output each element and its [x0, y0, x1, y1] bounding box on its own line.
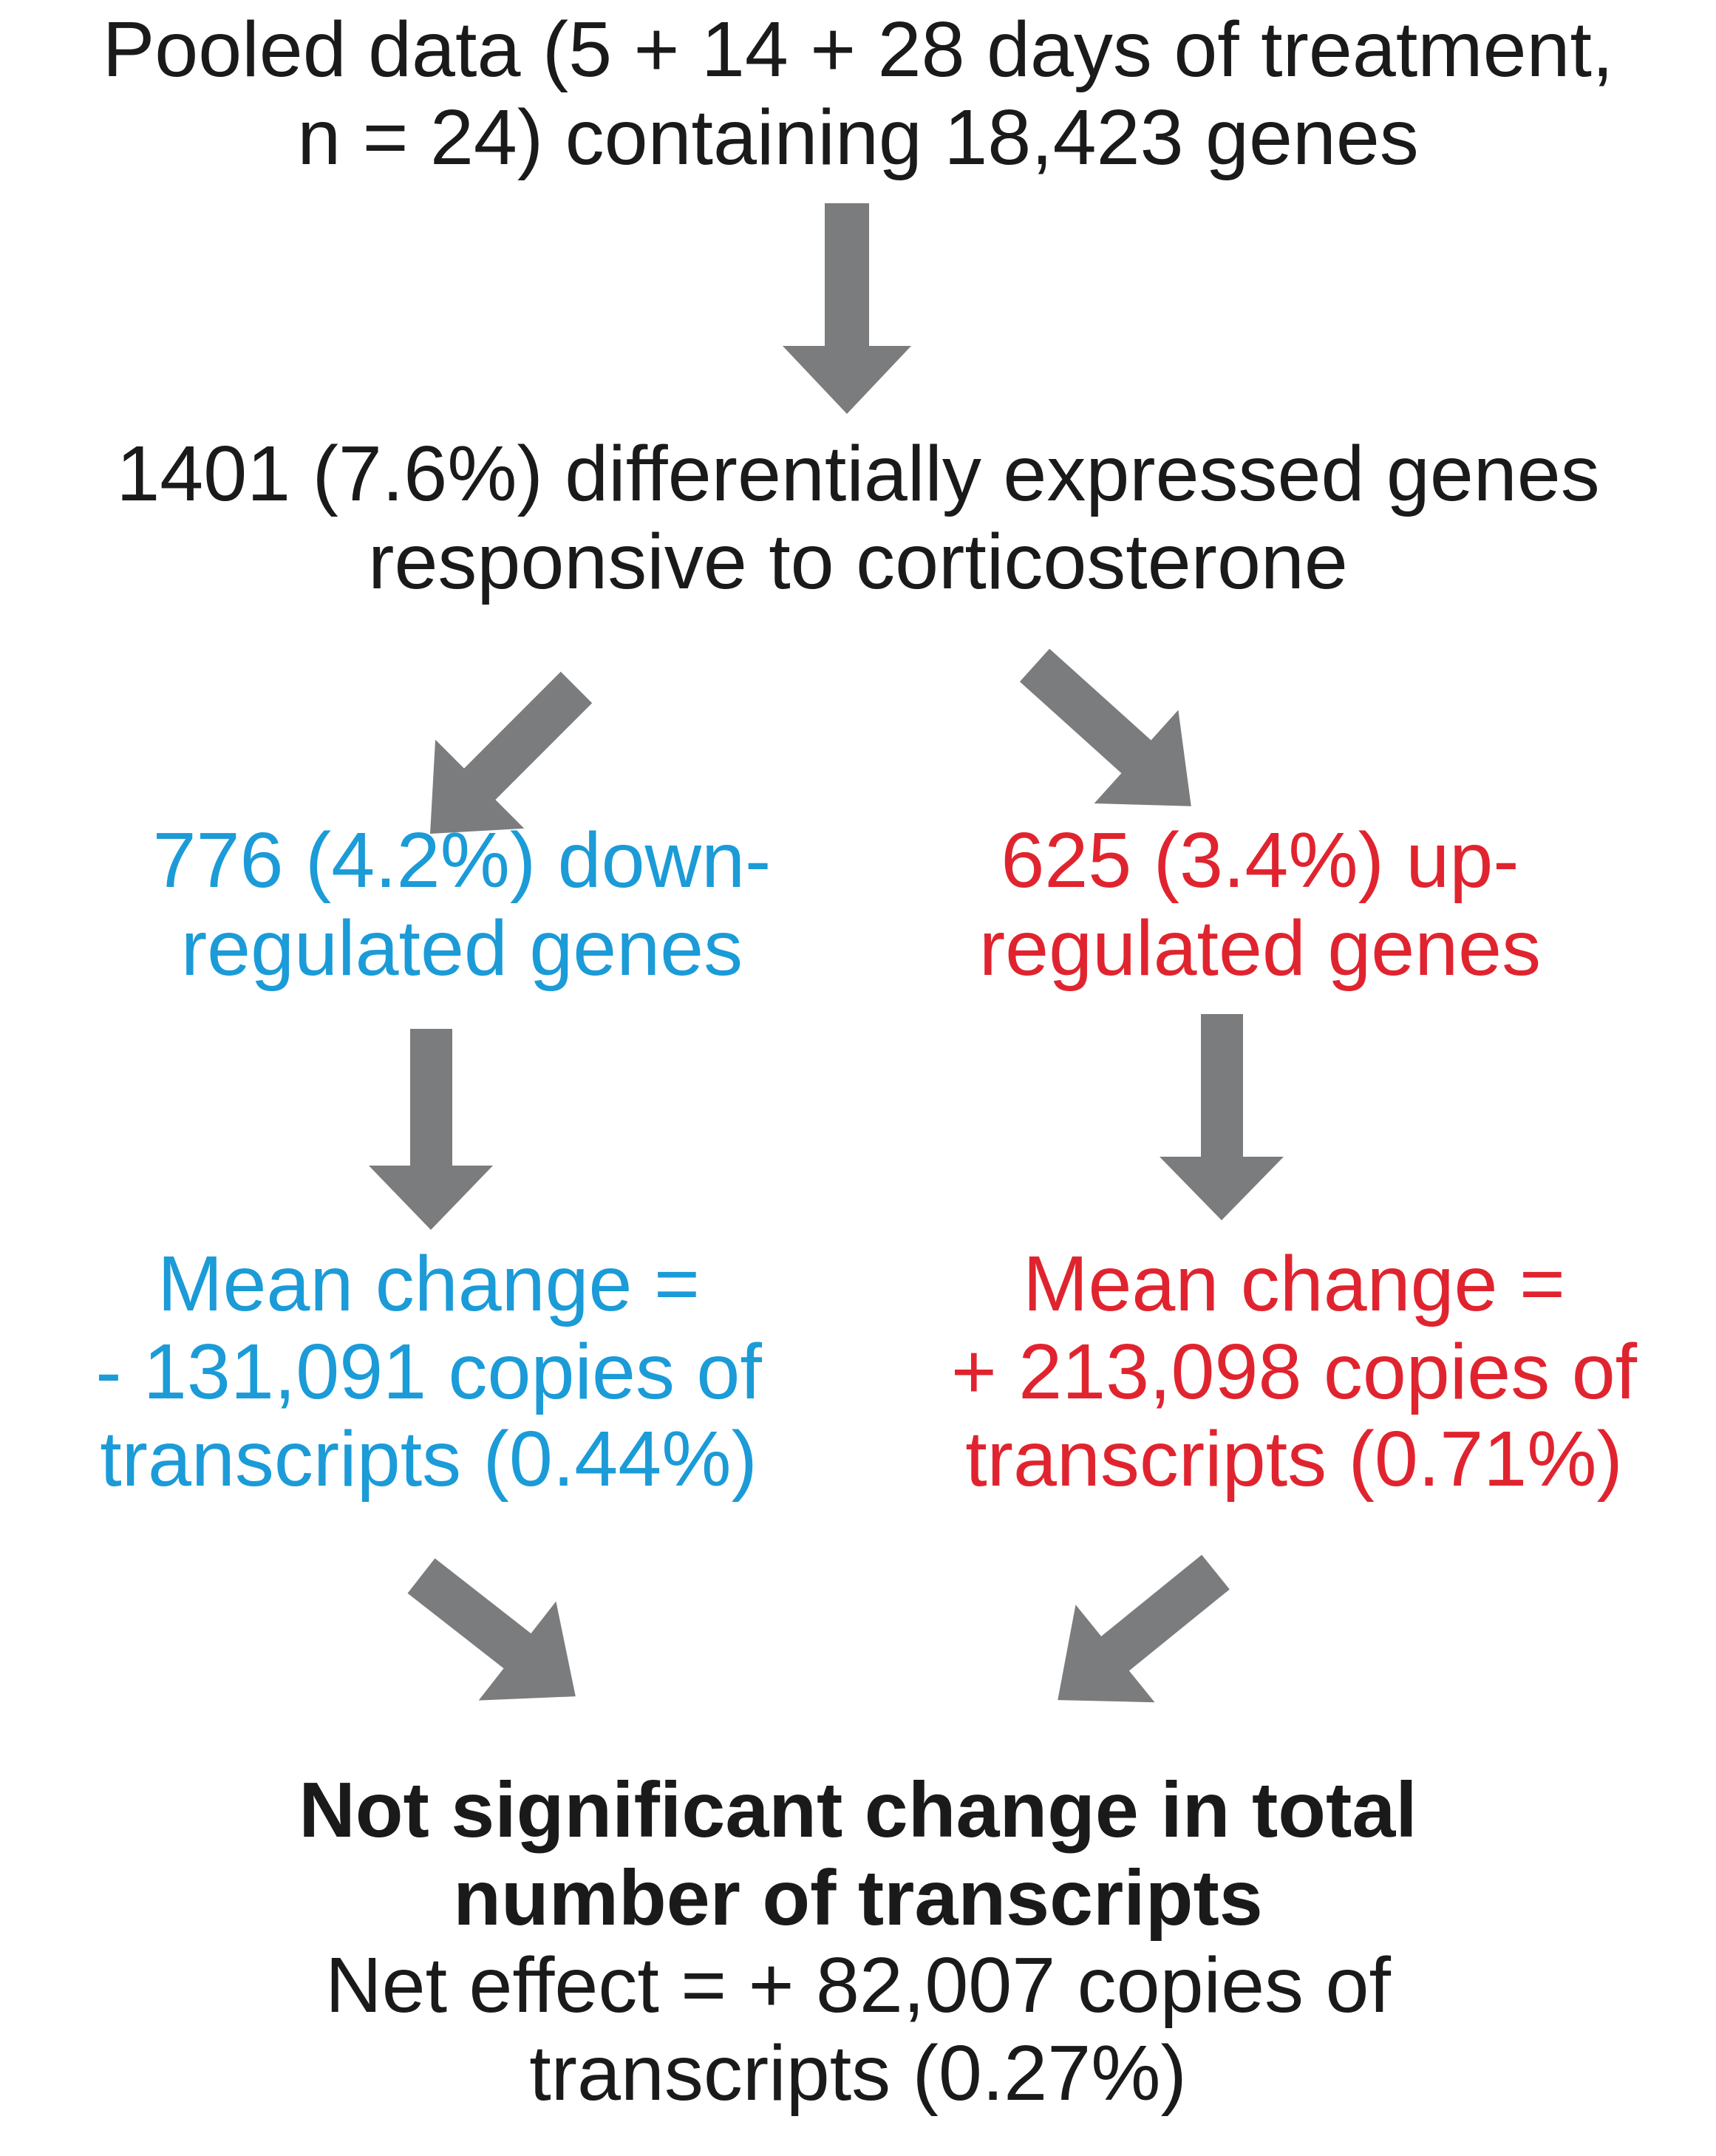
arrow-down-left [369, 1029, 493, 1230]
arrow-down-right [1160, 1014, 1284, 1220]
down-mean-line-1: Mean change = [157, 1240, 700, 1327]
differential-genes-text: 1401 (7.6%) differentially expressed gen… [0, 430, 1716, 605]
conclusion-text: Not significant change in total number o… [0, 1766, 1716, 2118]
arrow-down-top [783, 203, 911, 414]
down-line-1: 776 (4.2%) down- [152, 817, 772, 904]
pooled-data-text: Pooled data (5 + 14 + 28 days of treatme… [0, 6, 1716, 181]
up-line-2: regulated genes [978, 904, 1542, 992]
differential-line-1: 1401 (7.6%) differentially expressed gen… [116, 430, 1600, 517]
conclusion-line-2: number of transcripts [453, 1854, 1263, 1942]
down-mean-line-3: transcripts (0.44%) [100, 1415, 757, 1503]
up-mean-line-1: Mean change = [1023, 1240, 1565, 1327]
pooled-line-1: Pooled data (5 + 14 + 28 days of treatme… [102, 6, 1614, 93]
down-regulated-text: 776 (4.2%) down- regulated genes [44, 817, 879, 992]
up-mean-line-2: + 213,098 copies of [950, 1327, 1638, 1415]
up-mean-line-3: transcripts (0.71%) [965, 1415, 1623, 1503]
arrow-diagonal-left [430, 671, 593, 834]
arrow-converge-right [1058, 1554, 1230, 1703]
conclusion-line-4: transcripts (0.27%) [529, 2030, 1187, 2118]
conclusion-line-3: Net effect = + 82,007 copies of [325, 1942, 1391, 2030]
up-mean-change-text: Mean change = + 213,098 copies of transc… [872, 1240, 1716, 1503]
up-line-1: 625 (3.4%) up- [1001, 817, 1519, 904]
arrow-converge-left [407, 1558, 576, 1701]
pooled-line-2: n = 24) containing 18,423 genes [297, 93, 1419, 181]
down-line-2: regulated genes [180, 904, 743, 992]
down-mean-line-2: - 131,091 copies of [95, 1327, 762, 1415]
differential-line-2: responsive to corticosterone [368, 517, 1348, 605]
down-mean-change-text: Mean change = - 131,091 copies of transc… [0, 1240, 857, 1503]
up-regulated-text: 625 (3.4%) up- regulated genes [842, 817, 1678, 992]
arrow-diagonal-right [1019, 648, 1191, 806]
conclusion-line-1: Not significant change in total [299, 1766, 1417, 1854]
